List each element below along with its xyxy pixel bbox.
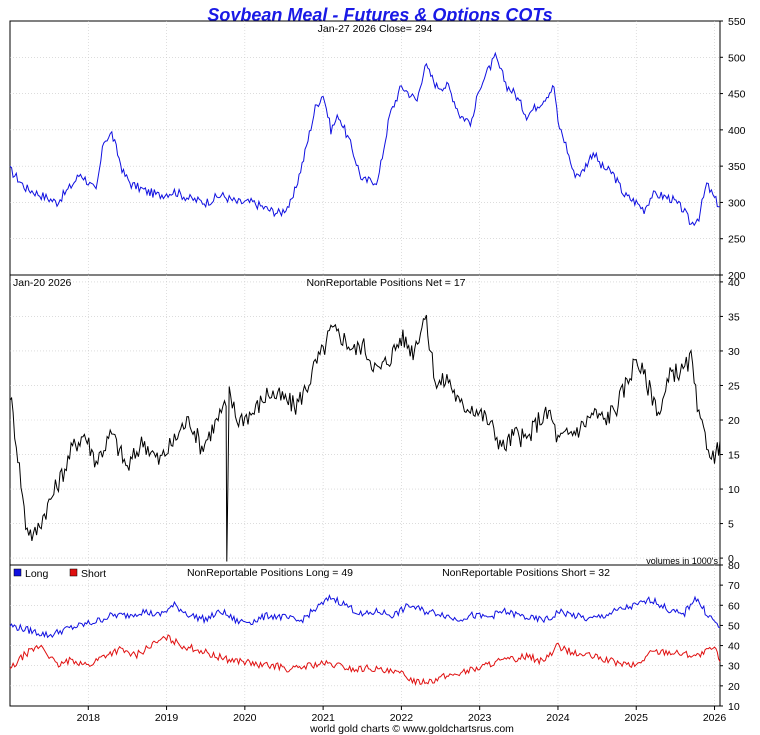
y-tick-label: 35 <box>728 311 740 323</box>
y-tick-label: 15 <box>728 450 740 462</box>
net-header-date: Jan-20 2026 <box>13 277 72 289</box>
y-tick-label: 500 <box>728 52 746 64</box>
long-series-line <box>9 594 721 639</box>
y-tick-label: 0 <box>728 553 734 565</box>
short-series-line <box>9 634 721 687</box>
y-tick-label: 300 <box>728 197 746 209</box>
y-tick-label: 50 <box>728 620 740 632</box>
y-tick-label: 250 <box>728 234 746 246</box>
y-tick-label: 40 <box>728 277 740 289</box>
volumes-note: volumes in 1000's <box>646 556 718 566</box>
y-tick-label: 20 <box>728 681 740 693</box>
y-tick-label: 10 <box>728 701 740 713</box>
long-short-series <box>9 594 721 687</box>
x-tick-label: 2019 <box>155 712 179 724</box>
long-header: NonReportable Positions Long = 49 <box>187 567 353 579</box>
y-tick-label: 30 <box>728 346 740 358</box>
y-tick-label: 60 <box>728 600 740 612</box>
price-header: Jan-27 2026 Close= 294 <box>318 23 433 35</box>
short-header: NonReportable Positions Short = 32 <box>442 567 610 579</box>
x-tick-label: 2020 <box>233 712 257 724</box>
y-tick-label: 80 <box>728 560 740 572</box>
year-axis: 2018 2019 2020 2021 2022 2023 2024 2025 2026 <box>77 706 727 724</box>
x-tick-label: 2021 <box>311 712 335 724</box>
y-tick-label: 350 <box>728 161 746 173</box>
legend-short-label: Short <box>81 568 106 580</box>
x-tick-label: 2022 <box>390 712 414 724</box>
chart-title: Soybean Meal - Futures & Options COTs <box>207 5 552 25</box>
long-short-grid <box>10 565 720 706</box>
net-grid <box>10 275 720 565</box>
y-tick-label: 40 <box>728 641 740 653</box>
y-tick-label: 550 <box>728 16 746 28</box>
net-yticks: 0 5 10 15 20 25 30 35 40 <box>720 277 740 565</box>
long-short-panel: 10 20 30 40 50 60 70 80 2018 2019 2020 2021 2022 202… <box>9 560 740 724</box>
price-yticks: 200 250 300 350 400 450 500 550 <box>720 16 746 282</box>
footer-credit: world gold charts © www.goldchartsrus.co… <box>309 723 514 735</box>
y-tick-label: 200 <box>728 270 746 282</box>
y-tick-label: 400 <box>728 125 746 137</box>
net-panel: 0 5 10 15 20 25 30 35 40 Jan-20 2026 NonReportab… <box>9 274 740 566</box>
price-series <box>9 51 720 227</box>
legend-short-swatch <box>69 568 78 577</box>
legend-long-label: Long <box>25 568 49 580</box>
price-panel-frame <box>9 20 721 276</box>
long-short-yticks: 10 20 30 40 50 60 70 80 <box>720 560 740 713</box>
y-tick-label: 30 <box>728 661 740 673</box>
x-tick-label: 2024 <box>546 712 570 724</box>
series-line <box>9 314 721 562</box>
net-series <box>9 314 721 562</box>
long-short-panel-frame <box>9 564 721 707</box>
y-tick-label: 450 <box>728 89 746 101</box>
y-tick-label: 25 <box>728 380 740 392</box>
y-tick-label: 5 <box>728 519 734 531</box>
net-header: NonReportable Positions Net = 17 <box>306 277 465 289</box>
x-tick-label: 2018 <box>77 712 101 724</box>
y-tick-label: 70 <box>728 580 740 592</box>
series-line <box>9 51 720 227</box>
x-tick-label: 2025 <box>625 712 649 724</box>
x-tick-label: 2023 <box>468 712 492 724</box>
price-panel: 200 250 300 350 400 450 500 550 Jan-27 2026 Clo… <box>9 16 746 282</box>
x-tick-label: 2026 <box>703 712 727 724</box>
y-tick-label: 20 <box>728 415 740 427</box>
price-grid <box>10 21 720 275</box>
legend-long-swatch <box>13 568 22 577</box>
y-tick-label: 10 <box>728 484 740 496</box>
